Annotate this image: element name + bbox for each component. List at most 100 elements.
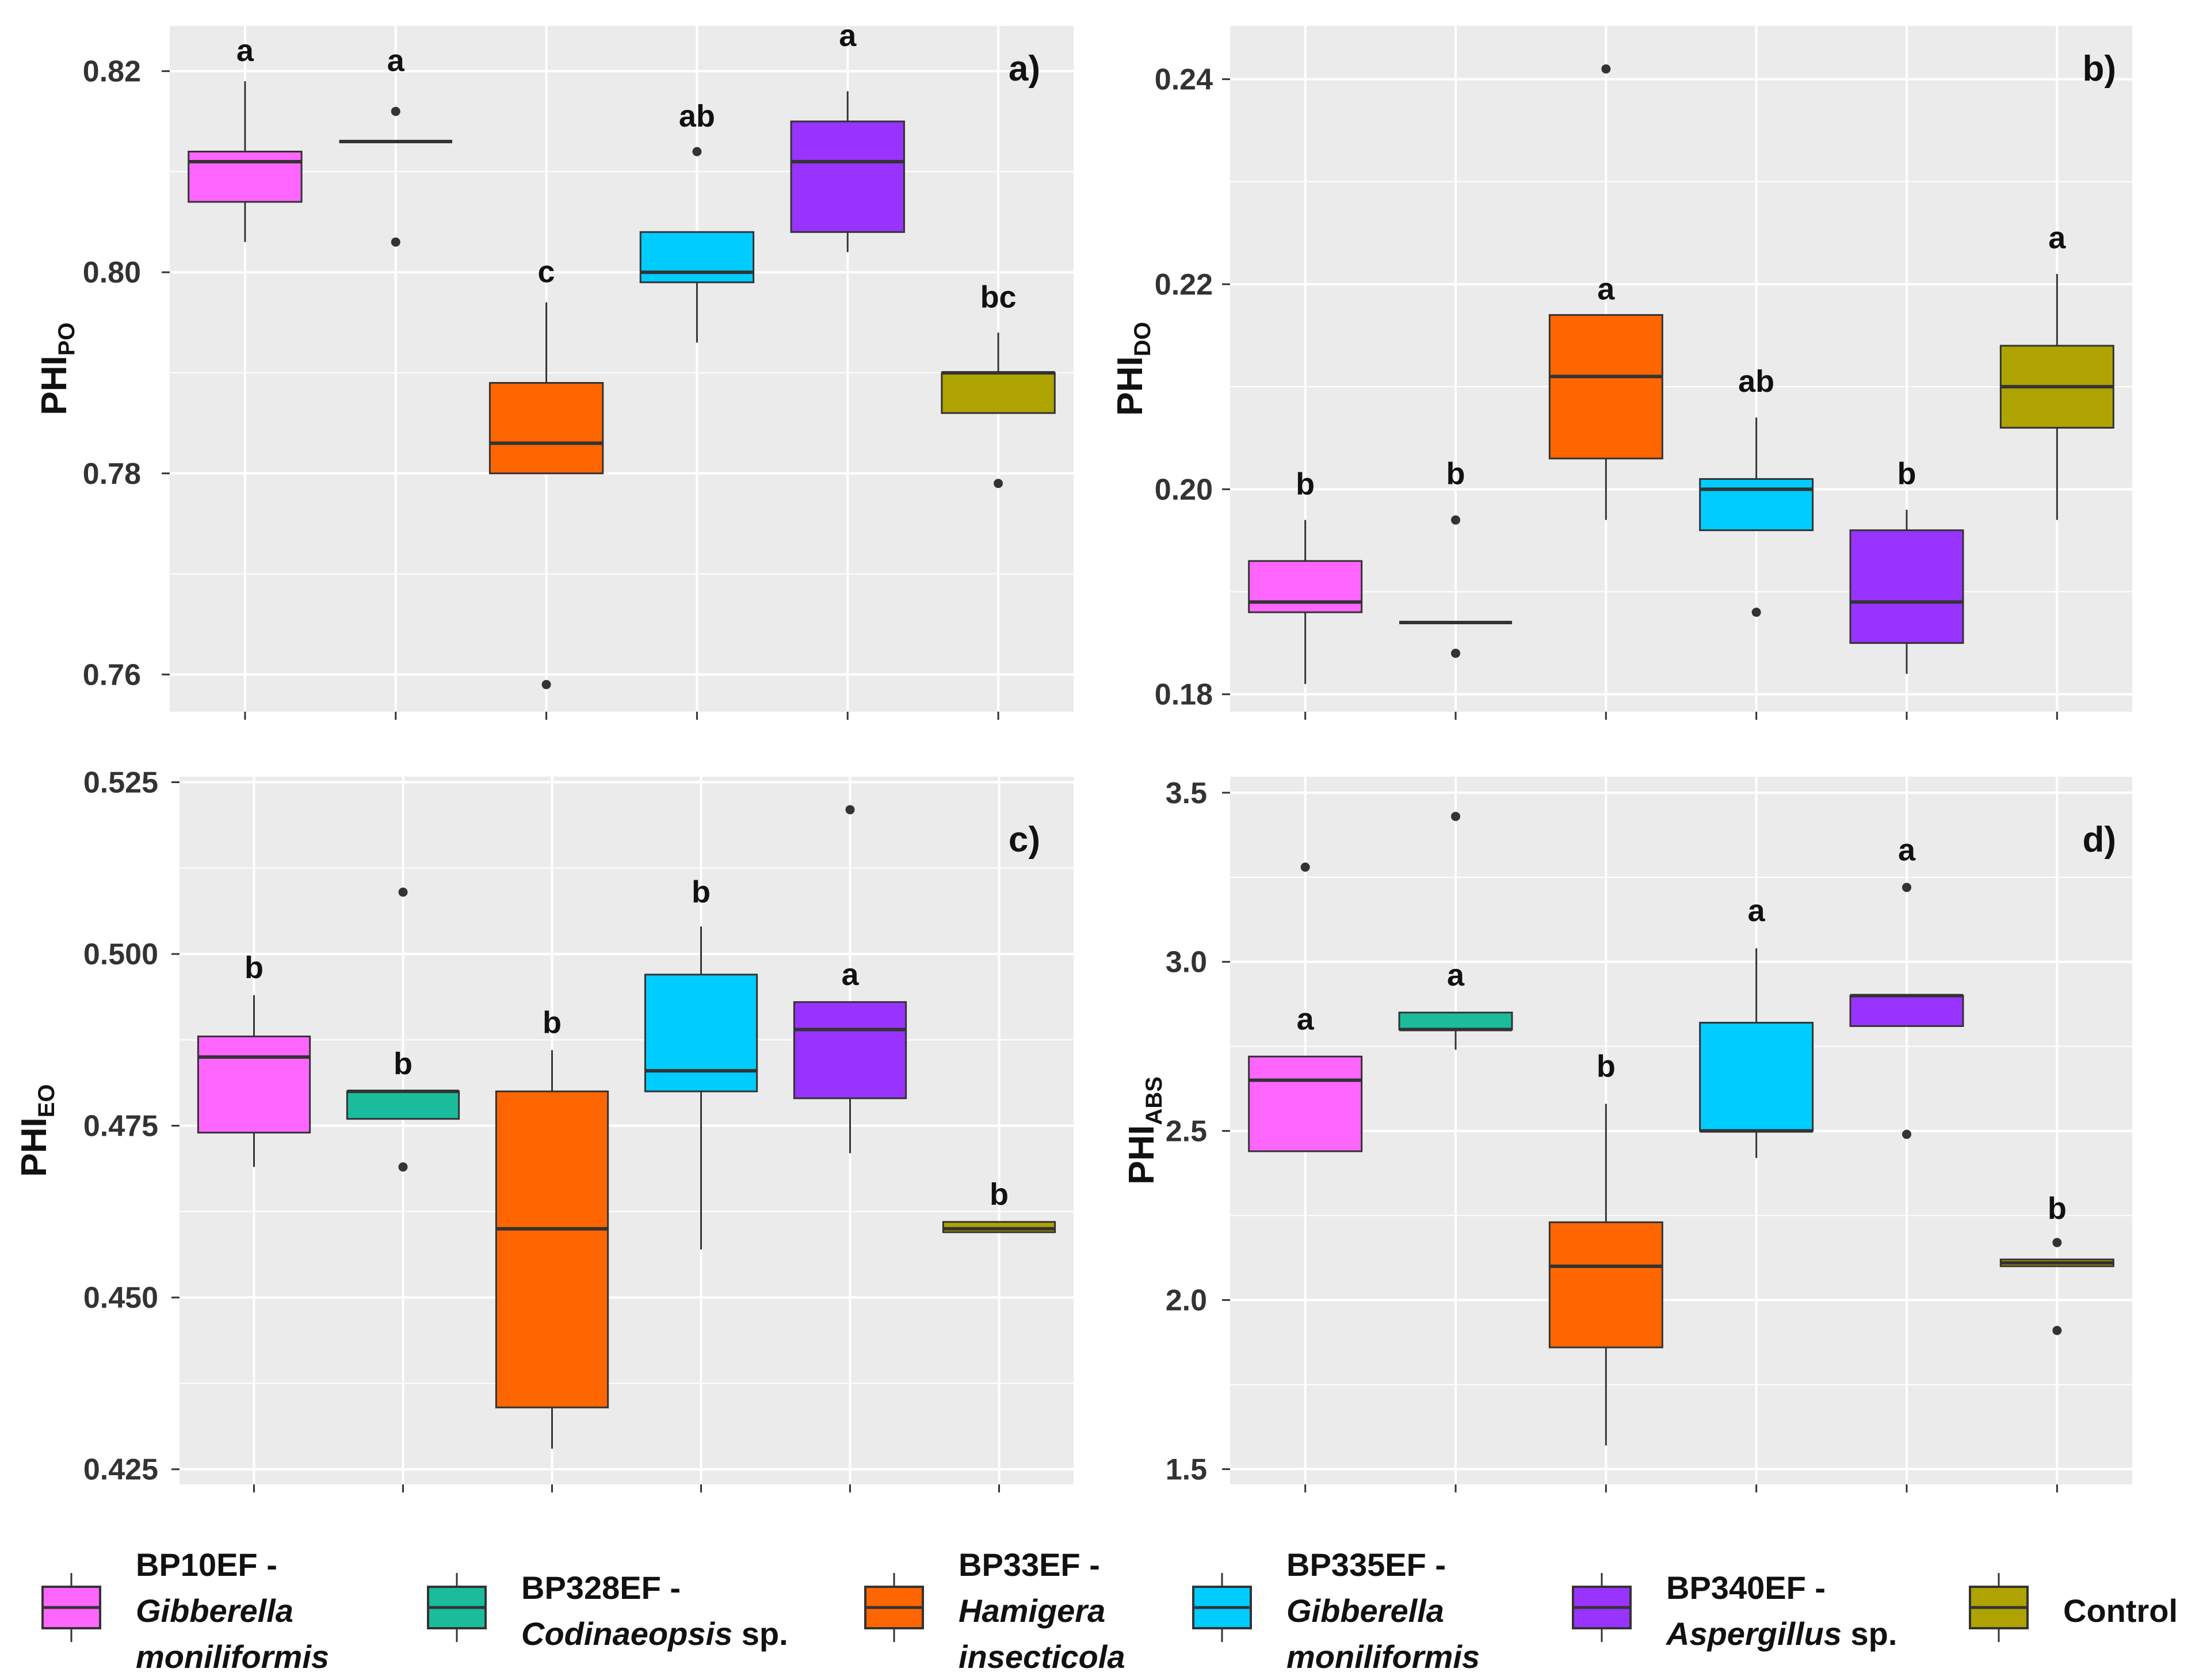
figure: 0.760.780.800.82a acababca)PHIPO0.180.200… (14, 18, 2132, 1492)
panel-d-box-bp340ef (1849, 883, 1964, 1139)
panel-d-significance-letter-1: a (1447, 958, 1465, 992)
panel-a-ytick-label-0: 0.76 (83, 658, 141, 692)
panel-d-ytick-label-1: 2.0 (1166, 1284, 1207, 1318)
panel-a-ylabel-main: PHI (35, 356, 74, 415)
panel-d-significance-letter-5: b (2048, 1192, 2067, 1226)
panel-b-ylabel: PHIDO (1110, 322, 1155, 415)
panel-d-box-bp335ef (1699, 948, 1814, 1158)
panel-c-box-control (942, 1221, 1056, 1234)
legend-item-control: Control (1962, 1542, 2178, 1644)
panel-d-box-body-1 (1398, 1011, 1513, 1030)
panel-d-ylabel: PHIABS (1122, 1076, 1167, 1185)
panel-a-significance-letter-0: a (236, 33, 254, 68)
panel-d-outlier-4-1 (1902, 1129, 1911, 1139)
panel-b-box-control (1999, 274, 2114, 520)
panel-c-box-bp335ef (644, 926, 758, 1250)
panel-b-box-bp33ef (1548, 64, 1663, 520)
legend-species-bp10ef-line1: Gibberella (136, 1593, 293, 1629)
legend-code-bp10ef: BP10EF - (136, 1547, 277, 1583)
panel-a-box-bp340ef (790, 91, 905, 253)
panel-c-ytick-label-4: 0.525 (83, 766, 158, 800)
panel-a-ytick-label-3: 0.82 (83, 55, 141, 89)
panel-d-outlier-4-0 (1902, 883, 1911, 892)
panel-c-significance-letter-0: b (245, 950, 264, 985)
panel-c-ytick-label-2: 0.475 (83, 1110, 158, 1143)
panel-c-significance-letter-3: b (692, 875, 711, 910)
panel-a-ylabel: PHIPO (35, 322, 79, 415)
legend-species-bp335ef-line2: moniliformis (1286, 1639, 1480, 1675)
legend-species-bp328ef: Codinaeopsis (521, 1616, 733, 1652)
panel-a-outlier-3-0 (692, 147, 702, 156)
panel-c-significance-letter-1: b (394, 1047, 413, 1081)
panel-d-outlier-5-1 (2052, 1326, 2062, 1335)
legend-species-bp335ef-line1: Gibberella (1286, 1593, 1444, 1629)
legend-key-control (1969, 1573, 2029, 1642)
panel-b-significance-letter-0: b (1296, 467, 1315, 501)
panel-b-ytick-label-1: 0.20 (1155, 473, 1213, 506)
legend-key-bp328ef (427, 1573, 487, 1642)
panel-b-background (1230, 26, 2132, 712)
panel-d-outlier-5-0 (2052, 1238, 2062, 1247)
panel-b-box-bp335ef (1699, 417, 1814, 617)
panel-d-box-control (1999, 1238, 2114, 1335)
panel-d-box-body-4 (1849, 995, 1964, 1027)
panel-a-outlier-5-0 (994, 479, 1003, 488)
panel-a-box-bp335ef (639, 147, 755, 343)
legend-item-bp33ef: BP33EF - Hamigera insecticola (857, 1542, 1125, 1680)
legend-species-bp340ef: Aspergillus (1666, 1616, 1842, 1652)
panel-b-box-bp340ef (1849, 509, 1964, 674)
panel-a-label: a) (1009, 49, 1040, 89)
panel-d-box-body-2 (1548, 1221, 1663, 1349)
panel-d-significance-letter-4: a (1898, 833, 1916, 867)
legend-suffix-bp328ef: sp. (732, 1616, 788, 1652)
panel-d-box-body-0 (1248, 1055, 1363, 1152)
panel-b-box-bp10ef (1248, 520, 1363, 684)
panel-a-outlier-1-0 (391, 106, 400, 116)
panel-b-significance-letter-5: a (2048, 221, 2066, 255)
panel-b-ylabel-main: PHI (1110, 356, 1150, 415)
panel-a-significance-letter-2: c (538, 255, 555, 289)
panel-a-significance-letter-5: bc (980, 280, 1017, 314)
panel-d-significance-letter-3: a (1748, 894, 1766, 928)
panel-c-box-bp33ef (495, 1050, 609, 1449)
panel-d-ylabel-main: PHI (1122, 1125, 1162, 1185)
panel-c-background (180, 777, 1074, 1484)
panel-c-ytick-label-1: 0.450 (83, 1281, 158, 1315)
panel-a-box-bp33ef (488, 302, 604, 689)
panel-d-significance-letter-2: b (1597, 1049, 1616, 1084)
panel-b-outlier-1-1 (1451, 648, 1460, 658)
legend: BP10EF - Gibberella moniliformis BP328EF -… (0, 1519, 2203, 1680)
panel-a-ytick-label-2: 0.80 (83, 256, 141, 289)
legend-species-bp33ef-line2: insecticola (959, 1639, 1125, 1675)
legend-item-bp340ef: BP340EF - Aspergillus sp. (1565, 1542, 1897, 1657)
panel-d-ytick-label-2: 2.5 (1166, 1115, 1207, 1148)
panel-d-ytick-label-0: 1.5 (1166, 1453, 1207, 1487)
panel-c-significance-letter-2: b (543, 1005, 562, 1040)
panel-c-box-body-1 (346, 1090, 460, 1120)
panel-a-outlier-2-0 (541, 679, 551, 689)
panel-a-box-control (941, 333, 1056, 488)
panel-b-outlier-3-0 (1751, 608, 1761, 617)
panel-b-ytick-label-3: 0.24 (1155, 63, 1213, 97)
panel-d-outlier-0-0 (1300, 862, 1310, 872)
panel-a-ytick-label-1: 0.78 (83, 457, 141, 491)
panel-a-background (170, 26, 1074, 712)
panel-c-outlier-1-1 (398, 1162, 408, 1172)
panel-c-box-bp10ef (197, 995, 311, 1167)
panel-d-label: d) (2082, 820, 2116, 860)
panel-b-outlier-1-0 (1451, 515, 1460, 525)
legend-item-bp10ef: BP10EF - Gibberella moniliformis (35, 1542, 329, 1680)
panel-c-box-body-3 (644, 973, 758, 1093)
panel-c-ytick-label-0: 0.425 (83, 1453, 158, 1487)
legend-item-bp328ef: BP328EF - Codinaeopsis sp. (420, 1542, 788, 1657)
panel-a-box-body-5 (941, 372, 1056, 414)
panel-a-box-body-4 (790, 120, 905, 233)
panel-d-box-bp10ef (1248, 862, 1363, 1152)
panel-c-label: c) (1009, 820, 1040, 860)
panel-c-box-bp328ef (346, 887, 460, 1172)
legend-code-bp340ef: BP340EF - (1666, 1570, 1826, 1606)
panel-d-ylabel-sub: ABS (1141, 1076, 1167, 1125)
panel-c-ylabel: PHIEO (14, 1084, 59, 1177)
panel-b-box-bp328ef (1399, 515, 1512, 658)
panel-b-significance-letter-4: b (1897, 456, 1916, 491)
